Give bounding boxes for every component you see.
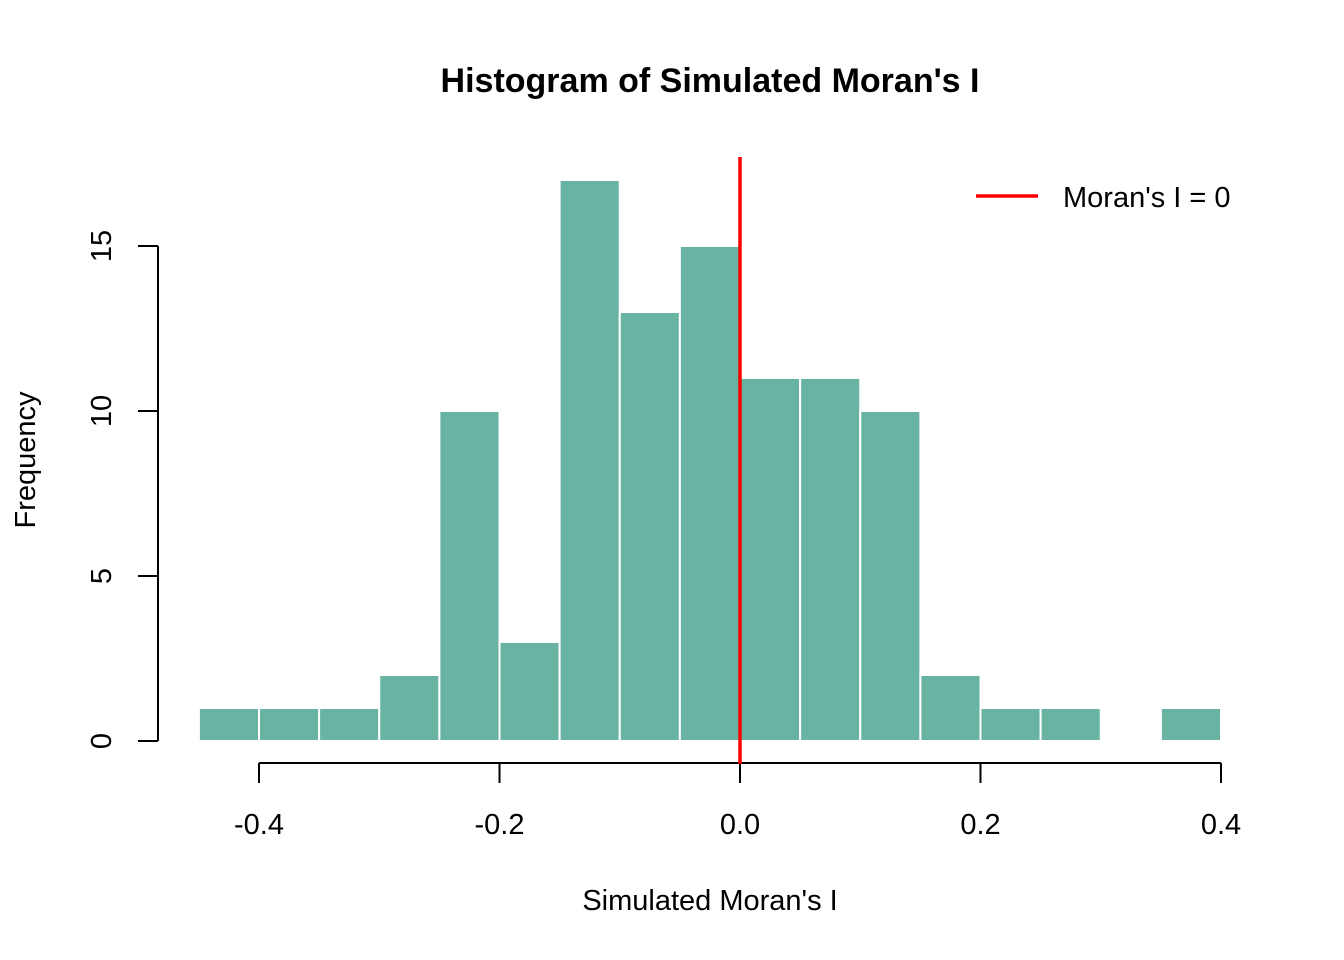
histogram-bar-7	[618, 311, 681, 742]
histogram-bar-11	[859, 410, 922, 742]
x-tick-label-0: -0.4	[234, 809, 284, 841]
y-tick-label-2: 10	[86, 395, 118, 427]
x-axis: -0.4 -0.2 0.0 0.2 0.4	[234, 762, 1241, 841]
chart-title: Histogram of Simulated Moran's I	[441, 62, 980, 100]
histogram-bar-16	[1159, 707, 1222, 742]
legend-label: Moran's I = 0	[1063, 182, 1231, 214]
x-tick-label-3: 0.2	[960, 809, 1000, 841]
x-tick-label-4: 0.4	[1201, 809, 1241, 841]
histogram-bar-0	[197, 707, 260, 742]
bars-group	[197, 179, 1222, 742]
histogram-bar-6	[558, 179, 621, 742]
x-axis-label: Simulated Moran's I	[582, 885, 837, 917]
histogram-bar-9	[739, 377, 802, 742]
histogram-bar-1	[258, 707, 321, 742]
x-tick-label-1: -0.2	[475, 809, 525, 841]
y-axis: 0 5 10 15	[86, 230, 159, 749]
histogram-bar-2	[318, 707, 381, 742]
histogram-bar-13	[979, 707, 1042, 742]
histogram-bar-3	[378, 674, 441, 742]
histogram-bar-12	[919, 674, 982, 742]
y-tick-label-3: 15	[86, 230, 118, 262]
y-tick-label-0: 0	[86, 733, 118, 749]
histogram-bar-14	[1039, 707, 1102, 742]
y-tick-label-1: 5	[86, 568, 118, 584]
legend: Moran's I = 0	[976, 182, 1231, 214]
histogram-bar-4	[438, 410, 501, 742]
histogram-bar-8	[678, 245, 741, 742]
histogram-bar-5	[498, 641, 561, 742]
y-axis-label: Frequency	[10, 391, 42, 529]
x-tick-label-2: 0.0	[720, 809, 760, 841]
histogram-bar-10	[799, 377, 862, 742]
